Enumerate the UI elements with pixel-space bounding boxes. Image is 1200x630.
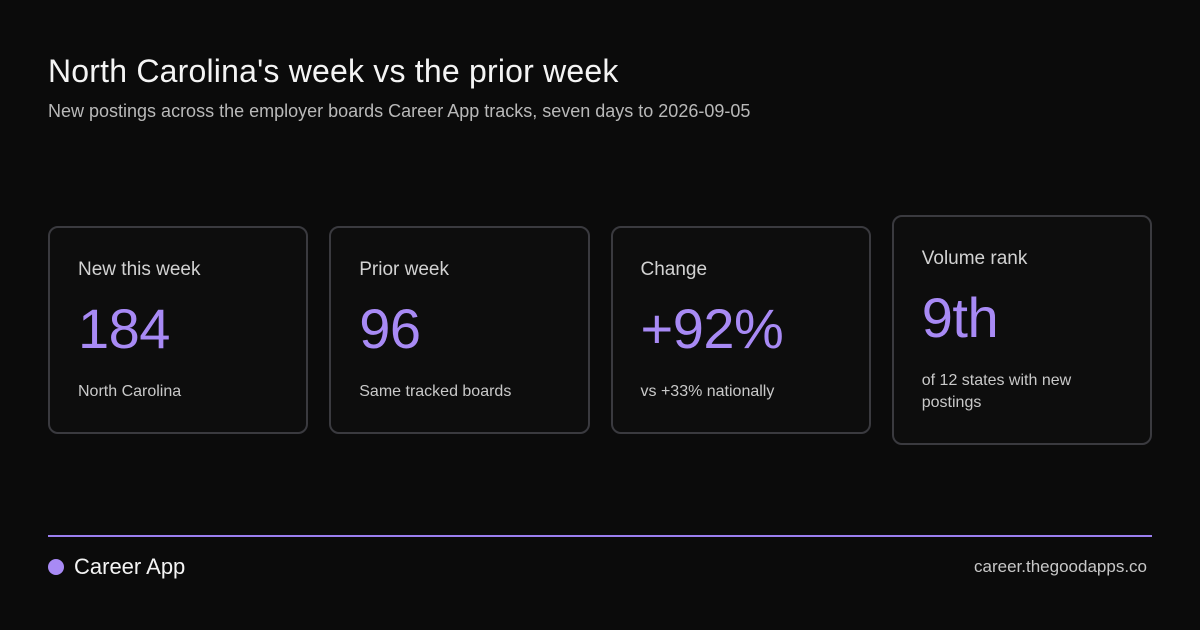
footer-divider — [48, 535, 1152, 537]
stat-card-volume-rank: Volume rank 9th of 12 states with new po… — [891, 214, 1152, 445]
stat-card-note: Same tracked boards — [359, 382, 512, 400]
stat-card-label: Volume rank — [921, 247, 1028, 269]
stat-card-label: Change — [640, 258, 708, 280]
stat-card-note: North Carolina — [78, 382, 182, 400]
stat-card-prior-week: Prior week 96 Same tracked boards — [329, 225, 590, 434]
stat-card-note: vs +33% nationally — [640, 382, 775, 400]
page-title: North Carolina's week vs the prior week — [48, 53, 619, 89]
stat-card-label: New this week — [78, 258, 201, 280]
brand-dot-icon — [48, 559, 64, 575]
page-subtitle: New postings across the employer boards … — [48, 101, 751, 121]
stat-card-value: 184 — [78, 296, 170, 360]
stat-card-value: +92% — [640, 296, 784, 360]
stat-card-value: 96 — [359, 296, 421, 360]
brand: Career App — [48, 553, 185, 581]
stat-card-new-this-week: New this week 184 North Carolina — [48, 225, 309, 434]
stat-card-value: 9th — [921, 285, 999, 349]
brand-name: Career App — [74, 554, 186, 579]
stat-card-change: Change +92% vs +33% nationally — [610, 225, 871, 434]
stat-cards: New this week 184 North Carolina Prior w… — [48, 214, 1152, 445]
footer-url: career.thegoodapps.co — [974, 557, 1147, 576]
stat-card-note: of 12 states with new postings — [921, 371, 1072, 411]
stat-card-label: Prior week — [359, 258, 449, 280]
